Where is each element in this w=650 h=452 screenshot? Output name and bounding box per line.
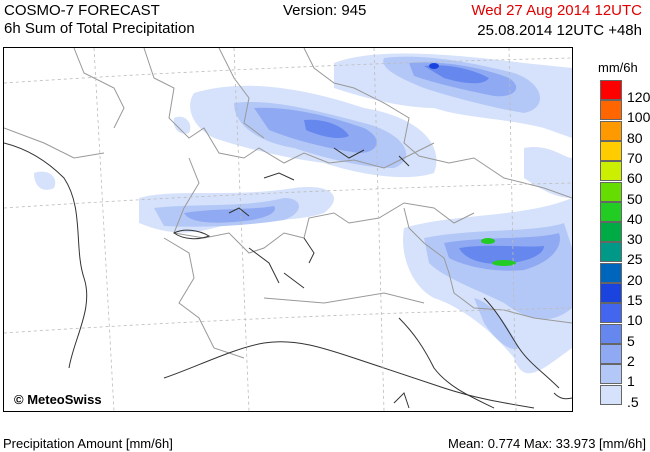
legend-label: 30 [627, 231, 643, 248]
legend-swatch [600, 181, 622, 202]
legend-label: 70 [627, 149, 643, 166]
precipitation-field [34, 53, 572, 374]
legend-label: 120 [627, 89, 650, 105]
legend-swatch [600, 120, 622, 141]
legend-swatch [600, 343, 622, 364]
legend-swatch [600, 283, 622, 303]
legend-unit: mm/6h [598, 60, 638, 75]
legend-label: .5 [627, 393, 639, 410]
valid-time: Wed 27 Aug 2014 12UTC [471, 2, 642, 19]
version-label: Version: 945 [283, 2, 367, 19]
legend-swatch [600, 384, 622, 405]
legend-label: 1 [627, 373, 635, 390]
legend-swatch [600, 242, 622, 263]
legend-swatch [600, 262, 622, 283]
legend-swatch [600, 140, 622, 161]
legend-label: 5 [627, 332, 635, 349]
legend-swatch [600, 80, 622, 100]
precipitation-map: © MeteoSwiss [3, 47, 573, 412]
legend-label: 15 [627, 292, 643, 308]
graticule [4, 48, 572, 411]
legend-swatch [600, 222, 622, 243]
footer-stats: Mean: 0.774 Max: 33.973 [mm/6h] [448, 436, 646, 451]
legend-label: 50 [627, 190, 643, 207]
legend-label: 10 [627, 312, 643, 329]
coastlines [4, 142, 572, 409]
legend-label: 2 [627, 352, 635, 369]
copyright-label: © MeteoSwiss [12, 392, 104, 407]
legend-swatch [600, 364, 622, 385]
legend-label: 80 [627, 129, 643, 146]
legend-label: 60 [627, 170, 643, 187]
footer-title: Precipitation Amount [mm/6h] [3, 436, 173, 451]
map-canvas [4, 48, 572, 411]
model-title: COSMO-7 FORECAST [4, 2, 160, 19]
legend-swatch [600, 303, 622, 324]
product-title: 6h Sum of Total Precipitation [4, 20, 195, 37]
legend-label: 100 [627, 109, 650, 126]
legend-swatch [600, 100, 622, 121]
country-borders [4, 48, 572, 359]
legend-label: 40 [627, 210, 643, 227]
legend-swatch [600, 323, 622, 344]
run-info: 25.08.2014 12UTC +48h [477, 22, 642, 39]
legend-label: 20 [627, 271, 643, 288]
legend-swatch [600, 201, 622, 222]
legend-label: 25 [627, 251, 643, 268]
legend-swatch [600, 161, 622, 182]
